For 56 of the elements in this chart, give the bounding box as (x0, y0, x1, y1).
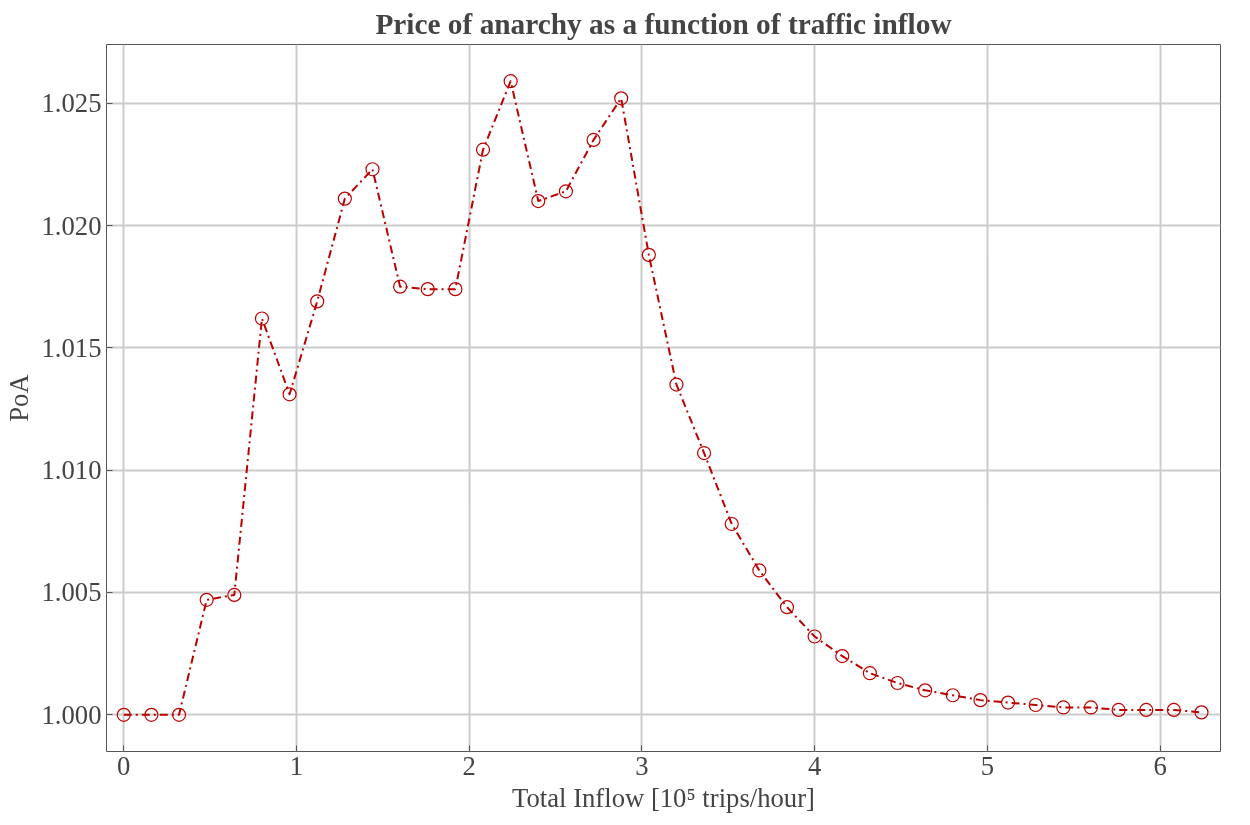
point (586, 132, 601, 147)
x-tick-label: 4 (807, 750, 822, 781)
point (1194, 705, 1209, 720)
point (393, 279, 408, 294)
point (116, 707, 131, 722)
y-tick-label: 1.000 (41, 699, 102, 730)
point (1083, 700, 1099, 715)
point (254, 311, 270, 326)
point (1000, 695, 1016, 710)
point (1028, 697, 1043, 713)
point (448, 282, 463, 297)
point (1111, 702, 1126, 717)
point (310, 294, 325, 309)
point (752, 563, 767, 578)
point (1166, 702, 1181, 717)
chart-title: Price of anarchy as a function of traffic inflow (375, 7, 953, 40)
y-axis-title: PoA (3, 373, 34, 422)
point (420, 282, 435, 297)
point (779, 600, 795, 615)
point (171, 707, 187, 722)
point (1056, 700, 1071, 715)
point (475, 142, 491, 157)
point (337, 191, 352, 206)
point (365, 162, 380, 177)
point (641, 247, 656, 262)
point (199, 592, 214, 607)
y-tick-label: 1.020 (41, 210, 102, 241)
x-tick-label: 5 (980, 750, 994, 781)
x-tick-label: 0 (117, 750, 131, 781)
point (531, 193, 546, 209)
point (503, 74, 518, 89)
point (945, 688, 960, 703)
point (1139, 702, 1154, 717)
x-tick-label: 6 (1153, 750, 1167, 781)
x-tick-label: 1 (289, 750, 304, 781)
point (862, 666, 877, 681)
y-tick-label: 1.010 (41, 455, 102, 486)
point (835, 649, 850, 664)
point (973, 693, 988, 708)
point (144, 707, 159, 722)
point (724, 516, 739, 532)
y-tick-label: 1.005 (41, 577, 102, 608)
point (614, 91, 629, 106)
y-tick-label: 1.015 (41, 332, 102, 363)
point (558, 184, 574, 199)
point (227, 587, 242, 603)
x-axis-title: Total Inflow [10⁵ trips/hour] (512, 782, 815, 813)
point (890, 675, 905, 691)
point (807, 629, 822, 644)
point (669, 377, 684, 392)
point (918, 683, 933, 698)
y-tick-label: 1.025 (41, 88, 102, 119)
point (282, 387, 297, 402)
point (696, 445, 712, 461)
x-tick-label: 2 (462, 750, 476, 781)
x-tick-label: 3 (635, 750, 649, 781)
